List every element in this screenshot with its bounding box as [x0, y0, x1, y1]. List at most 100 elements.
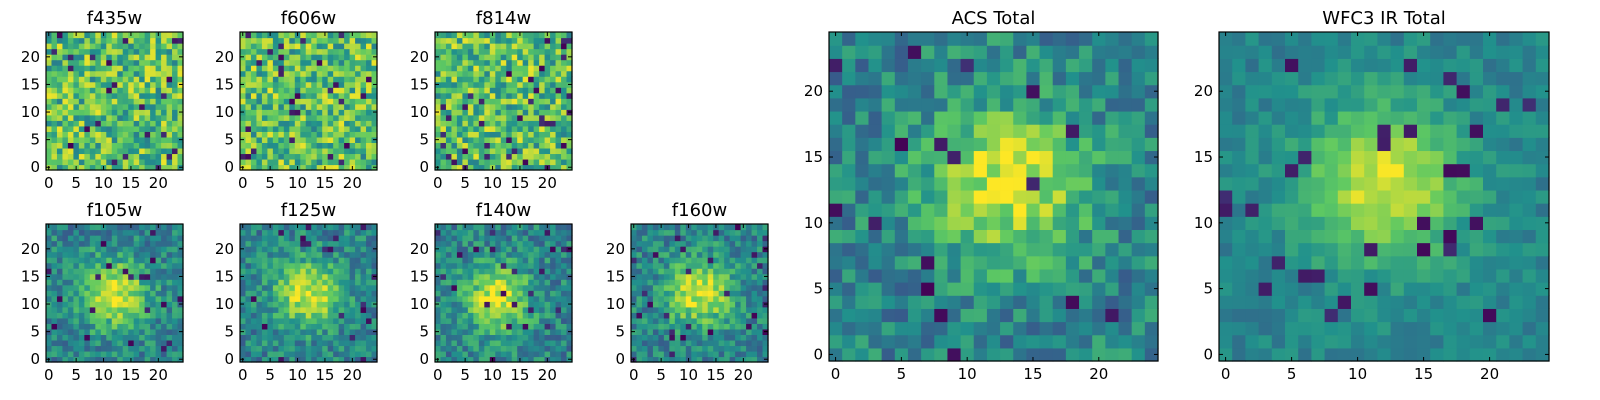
heatmap-cell — [56, 273, 64, 280]
heatmap-cell — [327, 268, 334, 275]
heatmap-cell — [517, 229, 524, 236]
heatmap-cell — [751, 262, 758, 269]
heatmap-cell — [300, 65, 307, 72]
heatmap-cell — [440, 54, 447, 61]
heatmap-cell — [283, 142, 290, 149]
heatmap-cell — [327, 164, 334, 171]
heatmap-cell — [100, 273, 107, 280]
heatmap-cell — [111, 240, 118, 247]
heatmap-cell — [100, 59, 107, 66]
heatmap-cell — [478, 356, 485, 363]
heatmap-cell — [267, 109, 274, 116]
heatmap-cell — [261, 32, 268, 39]
heatmap-cell — [344, 279, 351, 286]
heatmap-cells — [240, 32, 378, 171]
heatmap-cell — [366, 295, 373, 302]
heatmap-cell — [740, 317, 747, 324]
heatmap-cell — [366, 98, 373, 105]
heatmap-cell — [674, 350, 681, 358]
heatmap-cell — [128, 229, 135, 236]
heatmap-cell — [934, 321, 949, 336]
heatmap-cell — [300, 103, 307, 110]
heatmap-cell — [300, 262, 307, 269]
heatmap-cell — [724, 312, 731, 319]
heatmap-cell — [855, 229, 870, 244]
heatmap-cell — [67, 59, 74, 66]
y-tick-label: 5 — [30, 131, 40, 149]
heatmap-cell — [631, 306, 638, 313]
heatmap-cell — [84, 284, 91, 291]
heatmap-cell — [95, 131, 102, 138]
heatmap-cell — [95, 81, 102, 88]
heatmap-cell — [355, 54, 362, 61]
heatmap-cell — [495, 153, 502, 160]
heatmap-cell — [360, 334, 367, 341]
heatmap-cell — [550, 279, 557, 286]
heatmap-cell — [51, 120, 58, 127]
heatmap-cell — [757, 339, 764, 347]
heatmap-cell — [172, 87, 179, 94]
heatmap-cell — [680, 240, 687, 247]
heatmap-cell — [128, 120, 135, 127]
heatmap-cell — [842, 321, 856, 336]
heatmap-cell — [150, 70, 157, 77]
heatmap-cell — [1105, 189, 1120, 204]
heatmap-cell — [366, 153, 373, 160]
heatmap-cell — [95, 235, 102, 242]
heatmap-cell — [311, 229, 318, 236]
heatmap-cell — [473, 257, 480, 264]
heatmap-cell — [117, 70, 124, 77]
heatmap-cell — [1026, 308, 1041, 323]
heatmap-cell — [51, 317, 58, 324]
heatmap-cell — [371, 147, 378, 155]
heatmap-cell — [1000, 308, 1014, 323]
heatmap-cell — [746, 334, 753, 341]
heatmap-cell — [462, 98, 469, 105]
heatmap-cell — [289, 136, 296, 143]
heatmap-cell — [100, 328, 107, 335]
heatmap-cell — [46, 131, 53, 138]
heatmap-cell — [484, 43, 491, 50]
heatmap-cell — [647, 312, 654, 319]
heatmap-cell — [746, 262, 753, 269]
heatmap-cell — [155, 70, 162, 77]
heatmap-cell — [561, 251, 568, 258]
heatmap-cell — [144, 350, 151, 358]
heatmap-cell — [355, 224, 362, 231]
heatmap-cell — [484, 295, 491, 302]
heatmap-cell — [641, 301, 649, 308]
heatmap-cell — [435, 98, 442, 105]
heatmap-cell — [539, 59, 546, 66]
heatmap-cell — [934, 176, 949, 191]
heatmap-cell — [456, 114, 463, 121]
heatmap-cell — [533, 251, 540, 258]
heatmap-cell — [166, 125, 173, 132]
heatmap-cell — [294, 153, 301, 160]
heatmap-cell — [294, 279, 301, 286]
heatmap-cell — [1052, 176, 1067, 191]
heatmap-cell — [311, 43, 318, 50]
heatmap-cell — [550, 164, 557, 171]
heatmap-cell — [150, 328, 157, 335]
heatmap-cell — [177, 125, 184, 132]
heatmap-cell — [117, 43, 124, 50]
heatmap-cell — [122, 251, 129, 258]
heatmap-cell — [566, 251, 573, 258]
heatmap-cell — [445, 273, 453, 280]
heatmap-cell — [696, 306, 703, 313]
heatmap-cell — [489, 295, 496, 302]
heatmap-cell — [300, 301, 307, 308]
heatmap-cell — [278, 345, 285, 352]
heatmap-cell — [696, 350, 703, 358]
heatmap-cell — [166, 323, 173, 330]
heatmap-cell — [89, 92, 96, 99]
heatmap-cell — [1039, 268, 1054, 283]
heatmap-cell — [245, 268, 252, 275]
heatmap-cell — [757, 345, 764, 352]
heatmap-cell — [322, 301, 329, 308]
heatmap-cell — [735, 235, 742, 242]
heatmap-cell — [451, 246, 458, 253]
heatmap-cell — [51, 125, 58, 132]
heatmap-cell — [62, 229, 69, 236]
heatmap-cell — [533, 339, 540, 347]
